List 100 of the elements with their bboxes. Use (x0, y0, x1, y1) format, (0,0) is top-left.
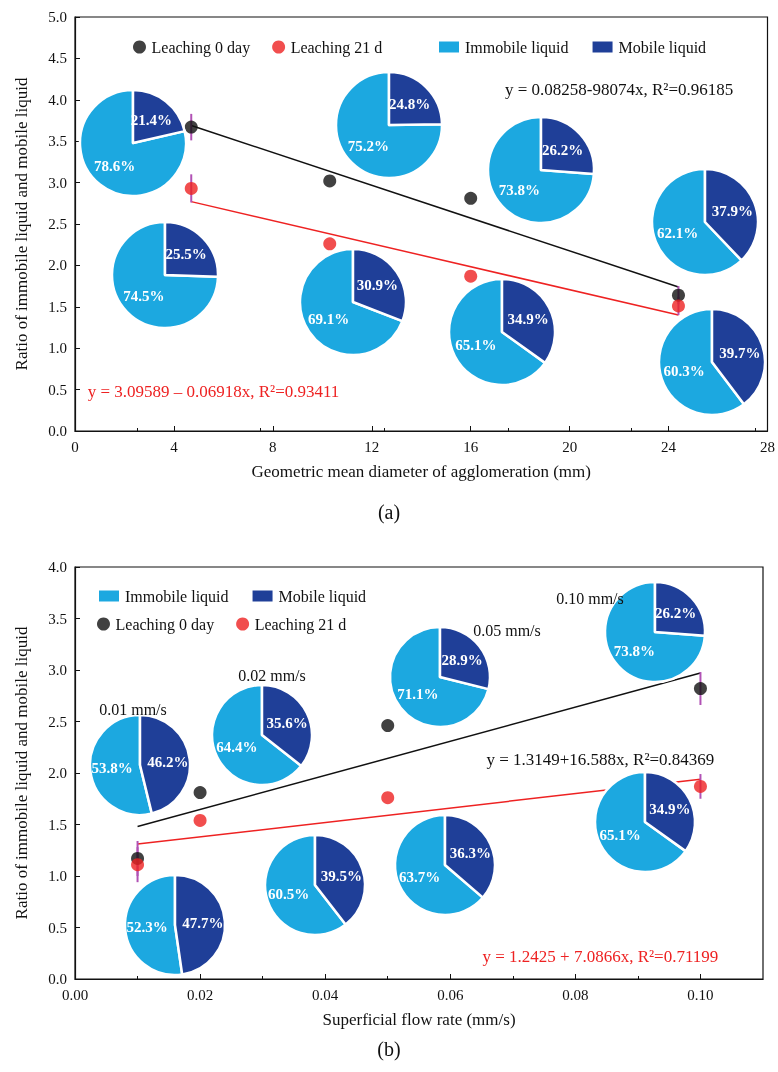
x-tick-label: 24 (661, 438, 677, 455)
x-tick-label: 20 (562, 438, 578, 455)
data-label: 46.2% (147, 753, 189, 770)
y-tick-label: 3.0 (48, 662, 67, 678)
legend-label: Immobile liquid (465, 38, 569, 57)
y-tick-label: 0.5 (48, 919, 67, 936)
point (464, 269, 478, 283)
y-axis-title: Ratio of immobile liquid and mobile liquid (12, 77, 31, 371)
data-label: 65.1% (599, 826, 641, 843)
data-label: 78.6% (94, 158, 136, 175)
data-label: 39.7% (719, 344, 761, 361)
chart-title: 0.02 mm/s (238, 666, 306, 684)
y-tick-label: 1.5 (48, 816, 67, 833)
data-label: 26.2% (542, 141, 584, 158)
x-tick-label: 0.08 (562, 986, 589, 1003)
y-tick-label: 2.5 (48, 713, 67, 730)
legend-label: Leaching 21 d (290, 38, 383, 57)
data-label: 53.8% (91, 760, 133, 777)
y-tick-label: 3.5 (48, 133, 67, 150)
data-label: 73.8% (613, 643, 656, 660)
data-label: 71.1% (397, 686, 439, 703)
y-tick-label: 4.0 (48, 559, 67, 575)
legend-label: Leaching 0 day (115, 615, 215, 634)
point (671, 288, 685, 302)
data-label: 28.9% (441, 651, 483, 668)
y-tick-label: 2.0 (48, 765, 67, 781)
data-label: 73.8% (498, 182, 540, 199)
data-label: 26.2% (654, 604, 697, 621)
x-tick-label: 0 (71, 438, 79, 455)
data-label: 60.5% (267, 886, 310, 903)
y-tick-label: 3.0 (48, 174, 67, 191)
x-tick-label: 0.02 (186, 986, 214, 1003)
data-label: 34.9% (507, 310, 549, 327)
data-label: 47.7% (182, 914, 224, 931)
point (693, 682, 707, 696)
point (693, 779, 707, 793)
x-axis-title: Superficial flow rate (mm/s) (322, 1010, 516, 1029)
data-label: 24.8% (389, 96, 431, 113)
annotation: y = 0.08258-98074x, R²=0.96185 (504, 80, 734, 100)
x-tick-label: 4 (170, 438, 179, 455)
data-label: 64.4% (216, 739, 258, 756)
point (193, 813, 207, 827)
y-axis-title: Ratio of immobile liquid and mobile liquid (12, 626, 31, 920)
data-label: 60.3% (663, 363, 705, 380)
legend-label: Leaching 21 d (254, 615, 347, 634)
point (193, 786, 207, 800)
y-tick-label: 5.0 (48, 9, 67, 25)
point (184, 181, 198, 195)
data-label: 74.5% (123, 287, 165, 304)
data-label: 34.9% (649, 801, 691, 818)
text: (b) (377, 1038, 401, 1061)
legend-label: Immobile liquid (125, 587, 229, 606)
point (323, 237, 337, 251)
x-tick-label: 0.10 (687, 986, 714, 1003)
y-tick-label: 2.5 (48, 216, 67, 232)
data-label: 69.1% (308, 310, 350, 327)
text: 0.01 mm/s (99, 700, 167, 718)
data-label: 75.2% (347, 137, 389, 154)
x-tick-label: 8 (269, 438, 277, 455)
point (131, 858, 145, 872)
x-tick-label: 0.00 (61, 986, 89, 1003)
annotation: y = 3.09589 – 0.06918x, R²=0.93411 (87, 381, 340, 401)
x-tick-label: 28 (760, 438, 775, 455)
y-tick-label: 2.0 (48, 257, 67, 274)
text: (a) (377, 501, 401, 524)
data-label: 30.9% (356, 277, 398, 294)
point (381, 719, 395, 733)
y-tick-label: 0.0 (48, 423, 67, 439)
y-tick-label: 4.0 (48, 91, 67, 108)
y-tick-label: 0.5 (48, 381, 67, 398)
point (323, 174, 337, 188)
data-label: 65.1% (455, 337, 497, 354)
data-label: 36.3% (449, 845, 492, 862)
y-tick-label: 1.5 (48, 298, 67, 315)
x-tick-label: 12 (364, 438, 380, 455)
legend-label: Mobile liquid (278, 587, 367, 606)
y-tick-label: 3.5 (48, 610, 67, 627)
y-tick-label: 4.5 (48, 50, 67, 67)
point (184, 120, 198, 134)
x-tick-label: 16 (463, 438, 479, 455)
point (464, 191, 478, 205)
x-tick-label: 0.06 (437, 986, 464, 1003)
data-label: 52.3% (126, 919, 168, 936)
x-axis-title: Geometric mean diameter of agglomeration (mm) (251, 462, 591, 481)
data-label: 35.6% (266, 714, 308, 731)
annotation: y = 1.2425 + 7.0866x, R²=0.71199 (482, 946, 719, 966)
point (381, 791, 395, 805)
x-tick-label: 0.04 (312, 986, 339, 1003)
y-tick-label: 0.0 (48, 971, 67, 987)
data-label: 39.5% (320, 867, 363, 884)
data-label: 62.1% (656, 224, 699, 241)
point (671, 299, 685, 313)
data-label: 37.9% (711, 203, 754, 220)
data-label: 25.5% (165, 246, 207, 263)
chart-title: 0.05 mm/s (473, 621, 541, 639)
y-tick-label: 1.0 (48, 340, 67, 357)
legend-label: Leaching 0 day (151, 38, 251, 57)
data-label: 63.7% (398, 868, 441, 885)
annotation: y = 1.3149+16.588x, R²=0.84369 (486, 750, 715, 770)
chart-title: 0.10 mm/s (556, 589, 624, 607)
